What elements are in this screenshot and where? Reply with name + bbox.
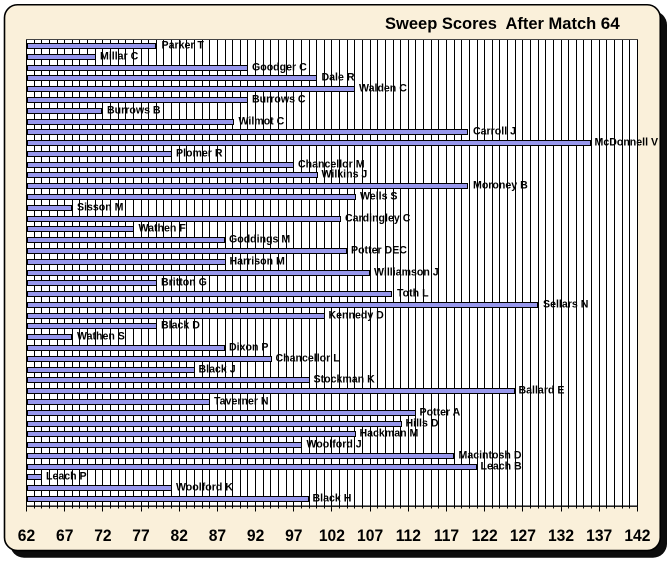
svg-text:Carroll J: Carroll J <box>473 125 516 137</box>
svg-text:Walden C: Walden C <box>359 82 407 94</box>
svg-text:127: 127 <box>510 526 536 545</box>
svg-text:122: 122 <box>472 526 498 545</box>
svg-text:Stockman K: Stockman K <box>314 373 376 385</box>
svg-text:117: 117 <box>434 526 459 545</box>
svg-text:Wathen F: Wathen F <box>139 222 187 234</box>
svg-text:Goddings M: Goddings M <box>229 233 290 245</box>
svg-text:Dixon P: Dixon P <box>229 341 268 353</box>
svg-text:Macintosh D: Macintosh D <box>459 449 522 461</box>
svg-text:97: 97 <box>285 526 302 545</box>
svg-text:Wilmot C: Wilmot C <box>239 115 285 127</box>
svg-text:Burrows C: Burrows C <box>252 93 306 105</box>
svg-text:Taverner N: Taverner N <box>214 395 269 407</box>
svg-text:112: 112 <box>396 526 421 545</box>
svg-text:McDonnell V: McDonnell V <box>595 136 659 148</box>
svg-text:Hackman M: Hackman M <box>360 427 419 439</box>
svg-text:102: 102 <box>319 526 345 545</box>
svg-text:Woolford J: Woolford J <box>307 438 362 450</box>
svg-text:Williamson J: Williamson J <box>374 266 439 278</box>
svg-text:Sellars N: Sellars N <box>543 298 588 310</box>
svg-text:Woolford K: Woolford K <box>176 481 233 493</box>
svg-text:Sweep Scores After Match 64: Sweep Scores After Match 64 <box>385 14 620 33</box>
svg-text:Moroney B: Moroney B <box>473 179 528 191</box>
svg-text:Harrison M: Harrison M <box>230 255 286 267</box>
svg-text:Ballard E: Ballard E <box>519 384 565 396</box>
svg-text:Sisson M: Sisson M <box>77 201 124 213</box>
svg-text:82: 82 <box>171 526 188 545</box>
svg-text:Wathen S: Wathen S <box>77 330 125 342</box>
svg-text:Black H: Black H <box>313 492 352 504</box>
svg-text:Potter A: Potter A <box>420 406 461 418</box>
svg-text:Black D: Black D <box>161 319 200 331</box>
svg-text:132: 132 <box>548 526 574 545</box>
svg-text:77: 77 <box>132 526 149 545</box>
svg-text:Potter DEC: Potter DEC <box>351 244 407 256</box>
svg-text:137: 137 <box>586 526 612 545</box>
svg-text:Chancellor M: Chancellor M <box>298 158 365 170</box>
svg-text:Hills D: Hills D <box>406 417 439 429</box>
svg-text:92: 92 <box>247 526 264 545</box>
svg-text:67: 67 <box>56 526 73 545</box>
svg-text:Wells S: Wells S <box>360 190 398 202</box>
svg-text:Cardingley C: Cardingley C <box>345 212 411 224</box>
svg-text:Goodger C: Goodger C <box>252 61 307 73</box>
svg-text:Plomer R: Plomer R <box>176 147 223 159</box>
svg-text:Black J: Black J <box>199 363 236 375</box>
svg-text:Britton G: Britton G <box>161 276 207 288</box>
svg-text:87: 87 <box>209 526 226 545</box>
svg-text:Burrows B: Burrows B <box>107 104 161 116</box>
svg-text:Chancellor L: Chancellor L <box>276 352 341 364</box>
svg-text:Millar C: Millar C <box>100 50 139 62</box>
svg-text:Leach P: Leach P <box>46 470 87 482</box>
svg-text:142: 142 <box>624 526 650 545</box>
svg-text:Parker T: Parker T <box>162 39 205 51</box>
svg-text:Toth L: Toth L <box>397 287 429 299</box>
svg-text:107: 107 <box>357 526 383 545</box>
svg-text:62: 62 <box>18 526 35 545</box>
svg-text:Wilkins J: Wilkins J <box>322 168 368 180</box>
svg-text:Dale R: Dale R <box>322 71 355 83</box>
svg-text:Leach B: Leach B <box>481 460 523 472</box>
svg-text:Kennedy D: Kennedy D <box>329 309 385 321</box>
svg-text:72: 72 <box>94 526 111 545</box>
